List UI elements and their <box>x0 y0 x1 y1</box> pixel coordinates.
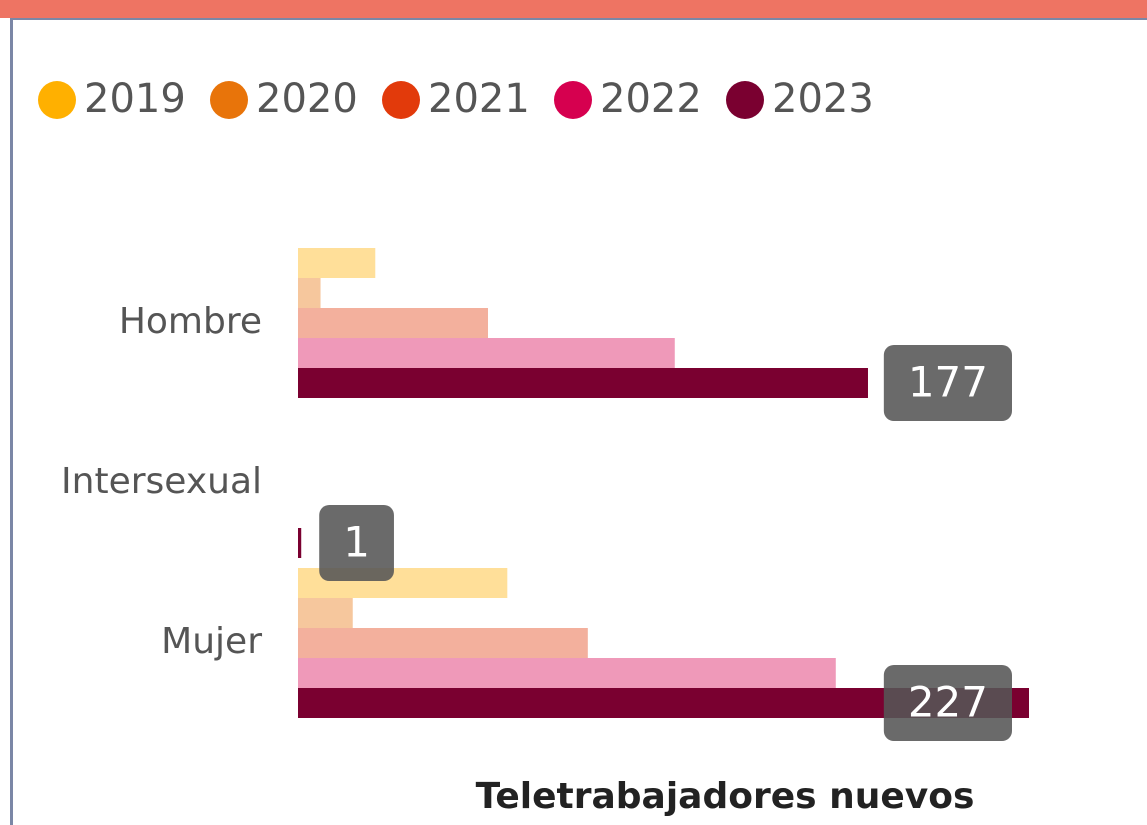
data-label-box <box>883 345 1012 421</box>
bar <box>298 248 376 278</box>
top-banner <box>0 0 1147 18</box>
legend-label: 2022 <box>600 76 702 122</box>
data-label: 1 <box>343 518 370 567</box>
legend-label: 2020 <box>256 76 358 122</box>
bar <box>298 628 588 658</box>
left-border <box>10 18 13 825</box>
bar <box>298 598 353 628</box>
y-tick-label: Mujer <box>161 621 262 662</box>
bar <box>298 528 302 558</box>
data-label-box <box>319 505 394 581</box>
legend-swatch <box>210 81 248 119</box>
legend-label: 2019 <box>84 76 186 122</box>
y-tick-label: Hombre <box>119 301 262 342</box>
legend-swatch <box>382 81 420 119</box>
data-label: 177 <box>908 358 988 407</box>
bar <box>298 308 488 338</box>
bar <box>298 368 868 398</box>
legend-label: 2023 <box>772 76 874 122</box>
bar <box>298 658 836 688</box>
x-axis-title: Teletrabajadores nuevos <box>476 776 975 817</box>
legend-label: 2021 <box>428 76 530 122</box>
top-border <box>10 18 1147 20</box>
legend-swatch <box>38 81 76 119</box>
bar <box>298 338 675 368</box>
legend-swatch <box>554 81 592 119</box>
y-tick-label: Intersexual <box>61 461 262 502</box>
bar <box>298 278 321 308</box>
data-label-box <box>883 665 1012 741</box>
data-label: 227 <box>908 678 988 727</box>
legend-swatch <box>726 81 764 119</box>
